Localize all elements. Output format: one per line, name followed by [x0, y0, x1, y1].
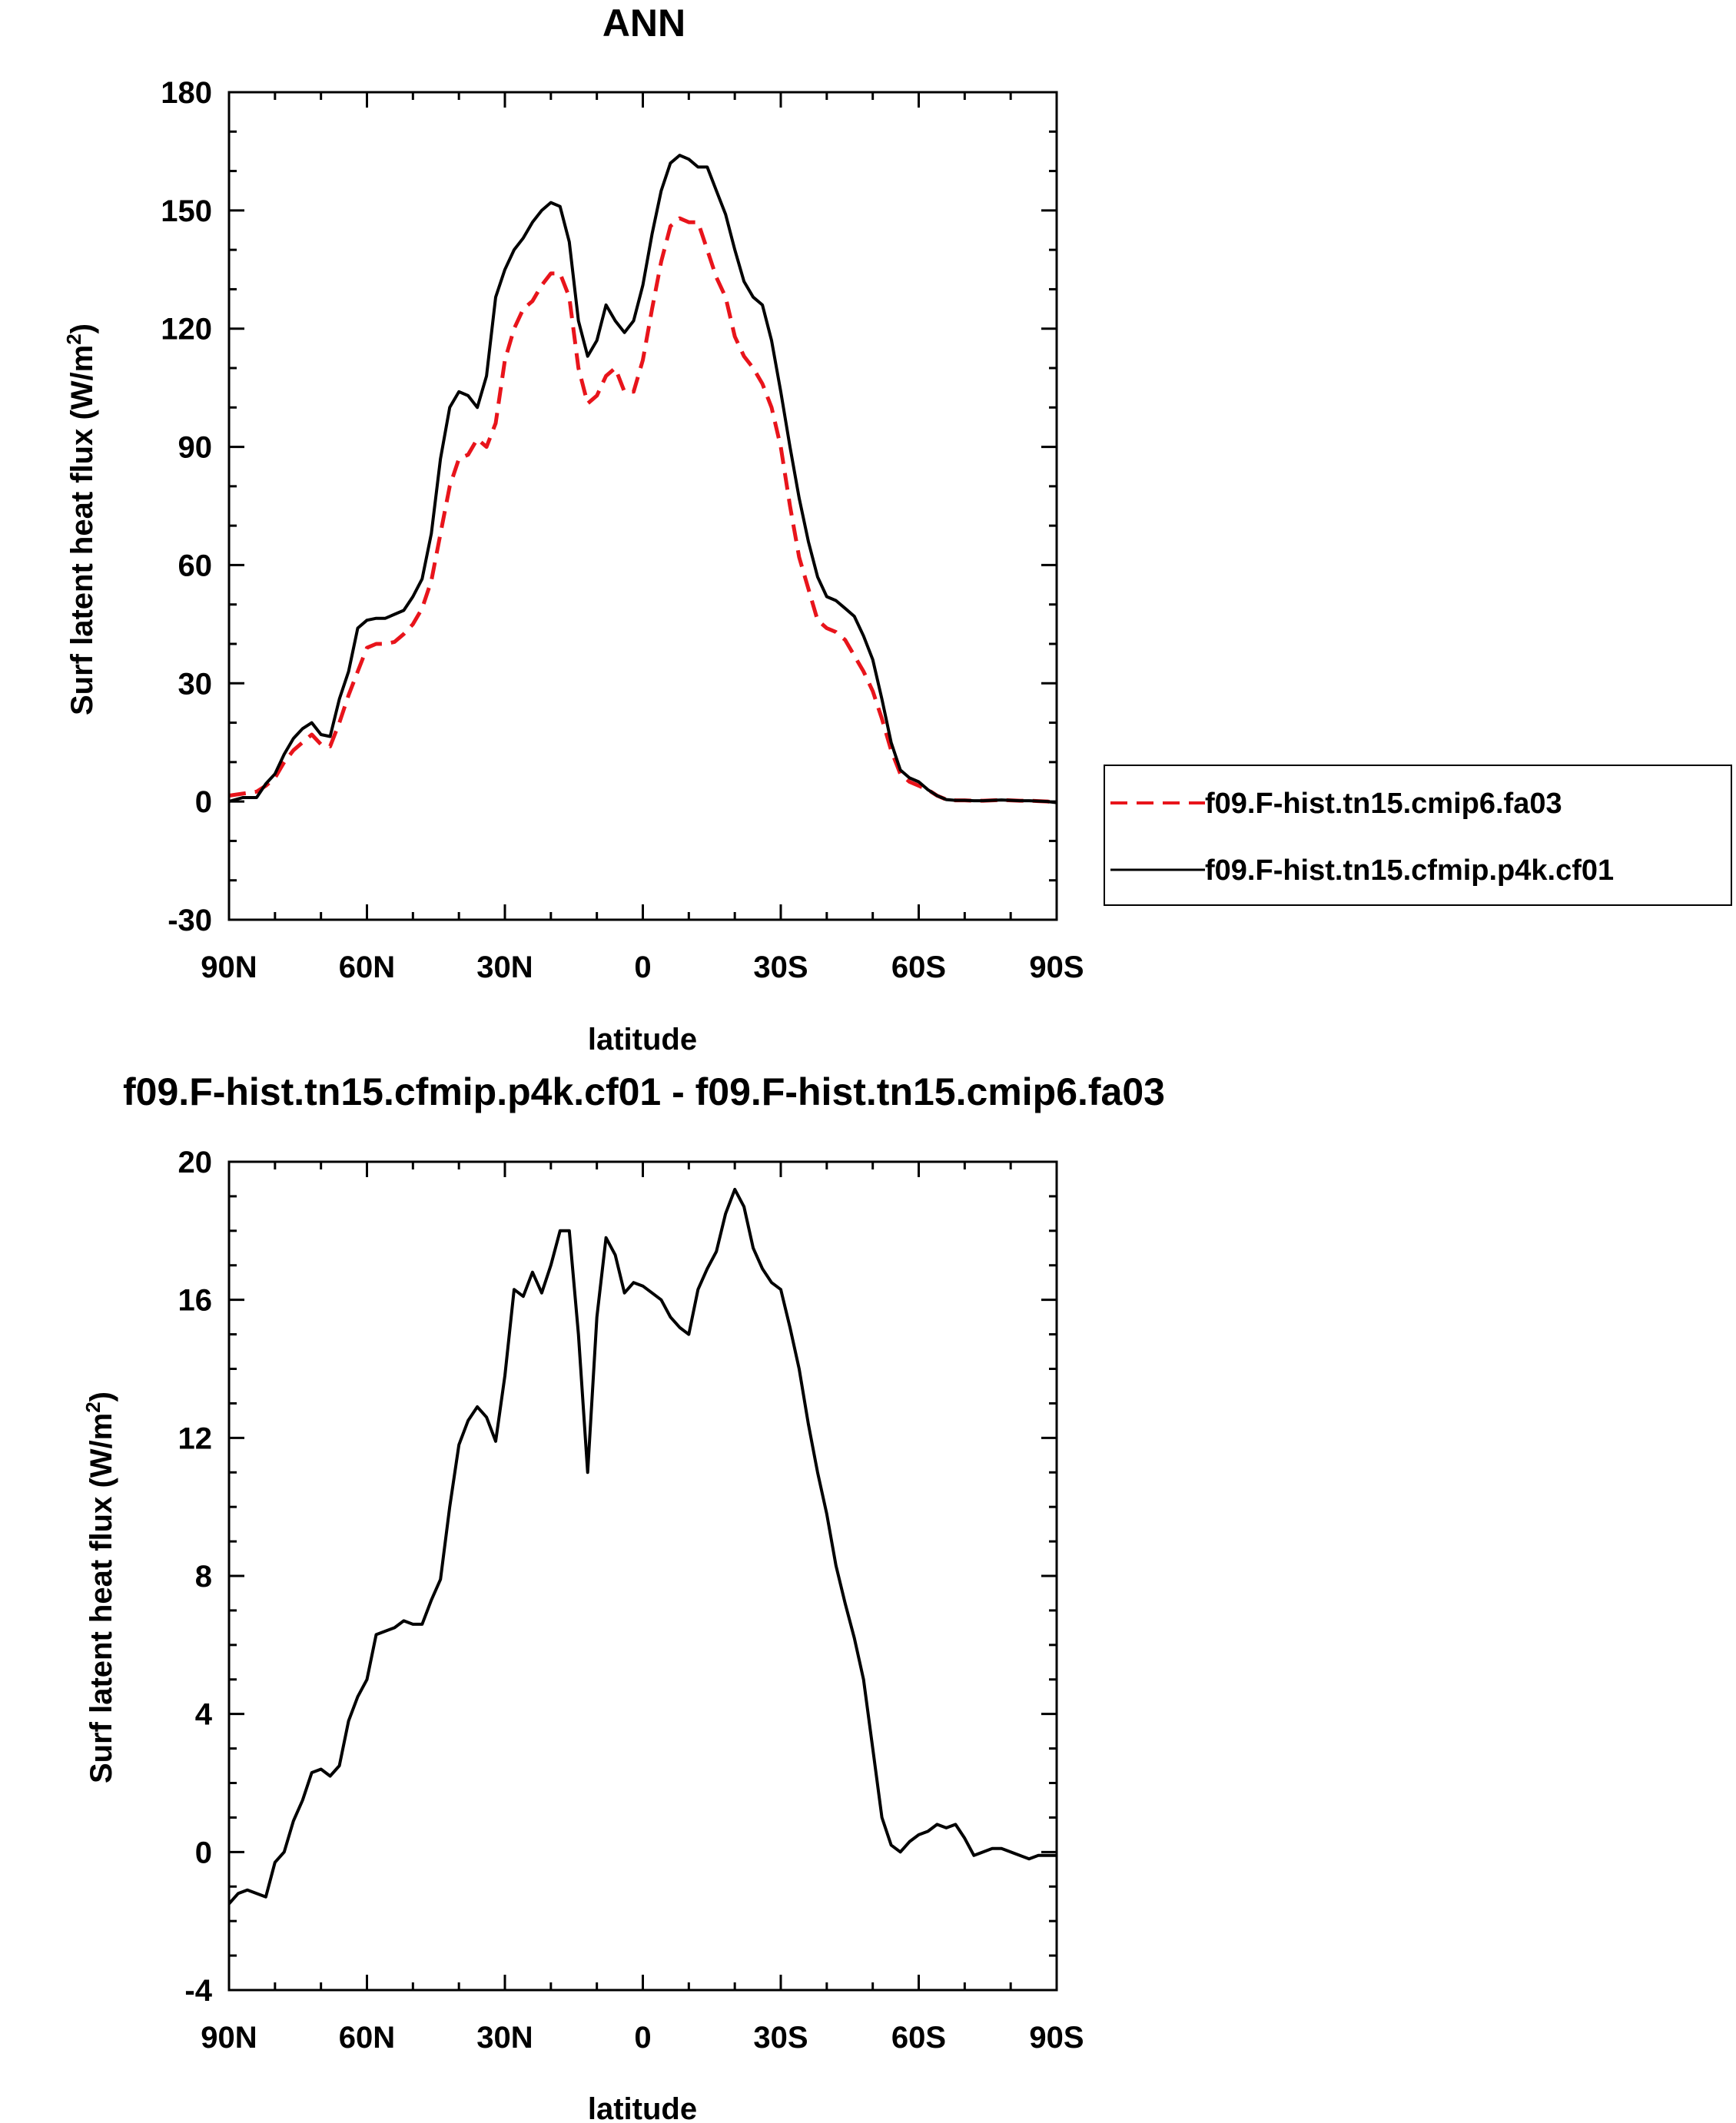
bottom-chart-series	[227, 1187, 1057, 1906]
legend-label-fa03: f09.F-hist.tn15.cmip6.fa03	[1205, 788, 1562, 820]
y-tick-label: 180	[161, 76, 212, 110]
top-chart-plot-frame	[227, 91, 1058, 921]
y-tick-label: -30	[168, 904, 212, 937]
y-tick-label: 60	[178, 549, 213, 582]
x-tick-label: 60S	[891, 950, 946, 984]
y-tick-label: 8	[195, 1560, 212, 1594]
x-tick-label: 30N	[476, 2021, 533, 2055]
x-tick-label: 30N	[476, 950, 533, 984]
top-chart-xlabel: latitude	[588, 1023, 697, 1057]
y-tick-label: 30	[178, 667, 213, 701]
bottom-chart-ylabel-main: Surf latent heat flux (W/m	[85, 1413, 118, 1783]
x-tick-label: 60S	[891, 2021, 946, 2055]
top-chart-ylabel: Surf latent heat flux (W/m2)	[62, 323, 99, 715]
series-line-difference	[227, 1187, 1057, 1906]
x-tick-label: 30S	[753, 950, 808, 984]
bottom-chart-ylabel: Surf latent heat flux (W/m2)	[81, 1392, 118, 1783]
x-tick-label: 60N	[339, 950, 395, 984]
series-line-fa03	[228, 216, 1057, 805]
y-tick-label: 12	[178, 1421, 213, 1455]
top-chart-tick-labels: 90N 60N 30N 0 30S 60S 90S -30 0 30 60 90 120 150 180	[161, 76, 1084, 984]
bottom-chart-title: f09.F-hist.tn15.cfmip.p4k.cf01 - f09.F-h…	[123, 1070, 1165, 1113]
x-tick-label: 0	[634, 2021, 651, 2055]
legend: f09.F-hist.tn15.cmip6.fa03 f09.F-hist.tn…	[1104, 765, 1732, 906]
bottom-chart-tick-labels: 90N 60N 30N 0 30S 60S 90S -4 0 4 8 12 16 20	[178, 1146, 1084, 2055]
bottom-chart-ylabel-close: )	[85, 1392, 118, 1402]
x-tick-label: 0	[634, 950, 651, 984]
top-chart-title: ANN	[602, 2, 685, 45]
legend-label-cf01: f09.F-hist.tn15.cfmip.p4k.cf01	[1205, 854, 1614, 887]
top-chart-ylabel-sup: 2	[62, 333, 85, 344]
y-tick-label: 90	[178, 431, 213, 465]
y-tick-label: 4	[195, 1698, 213, 1732]
y-tick-label: 20	[178, 1146, 213, 1179]
bottom-chart-xlabel: latitude	[588, 2092, 697, 2123]
top-chart-ticks	[227, 91, 1058, 921]
top-chart-ylabel-close: )	[65, 323, 99, 333]
x-tick-label: 90N	[201, 2021, 257, 2055]
x-tick-label: 60N	[339, 2021, 395, 2055]
y-tick-label: 150	[161, 194, 212, 228]
series-line-cf01	[228, 154, 1057, 804]
y-tick-label: 16	[178, 1284, 213, 1318]
y-tick-label: -4	[184, 1974, 212, 2008]
top-chart-series	[228, 154, 1057, 805]
bottom-chart-panel: f09.F-hist.tn15.cfmip.p4k.cf01 - f09.F-h…	[81, 1070, 1165, 2123]
x-tick-label: 90S	[1029, 950, 1084, 984]
y-tick-label: 0	[195, 785, 212, 819]
y-tick-label: 0	[195, 1836, 212, 1869]
x-tick-label: 90S	[1029, 2021, 1084, 2055]
bottom-chart-ticks	[227, 1160, 1058, 1992]
y-tick-label: 120	[161, 313, 212, 347]
bottom-chart-ylabel-sup: 2	[81, 1402, 105, 1412]
top-chart-panel: ANN 90N 60N 30N 0 30S 60S 90S -30 0 30 60 90 120 150 1…	[62, 2, 1732, 1057]
legend-box	[1104, 765, 1732, 906]
x-tick-label: 90N	[201, 950, 257, 984]
bottom-chart-plot-frame	[227, 1160, 1058, 1992]
top-chart-ylabel-main: Surf latent heat flux (W/m	[65, 345, 99, 715]
x-tick-label: 30S	[753, 2021, 808, 2055]
